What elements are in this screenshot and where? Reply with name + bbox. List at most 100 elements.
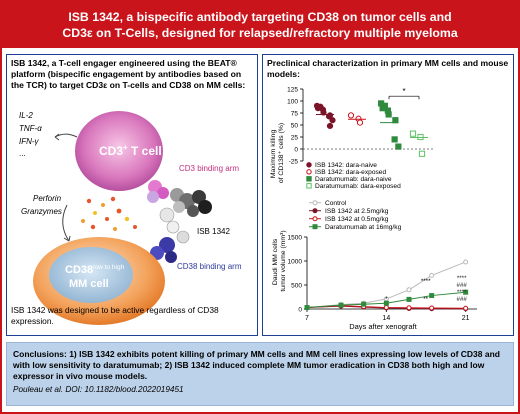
- arrowhead-icon: [63, 235, 71, 242]
- perforin-arrow-icon: [62, 204, 70, 242]
- conclusions-box: Conclusions: 1) ISB 1342 exhibits potent…: [6, 342, 514, 406]
- line-legend-marker: [312, 208, 318, 214]
- scatter-legend-label: ISB 1342: dara-naive: [315, 162, 377, 169]
- preclinical-title-line-1: Preclinical characterization in primary …: [267, 58, 509, 68]
- line-y-tick-label: 1000: [288, 258, 303, 265]
- scatter-legend-marker: [306, 183, 312, 189]
- scatter-legend-label: ISB 1342: dara-exposed: [315, 169, 386, 176]
- cytokine-label: IL-2: [19, 111, 33, 120]
- scatter-point: [391, 136, 398, 143]
- mm-nucleus-icon: [49, 247, 133, 303]
- scatter-point: [329, 117, 336, 124]
- line-point: [406, 296, 412, 302]
- conclusions-line-2: with low sensitivity to daratumumab; 2) …: [13, 360, 485, 370]
- line-ylabel: Daudi MM cells tumor volume (mm³): [272, 230, 287, 291]
- scatter-ylabel: Maximum killing of CD138⁺ cells (%): [270, 123, 285, 183]
- line-point: [429, 293, 435, 299]
- scatter-legend-marker: [306, 169, 312, 175]
- significance-annotation: **: [423, 296, 428, 303]
- scatter-point: [409, 130, 417, 137]
- mechanism-title-line-3: the TCR) to target CD3ε on T-cells and C…: [11, 80, 246, 90]
- scatter-legend-marker: [306, 162, 312, 168]
- line-point: [463, 259, 469, 265]
- preclinical-panel: Preclinical characterization in primary …: [262, 54, 514, 336]
- granzymes-label: Granzymes: [21, 207, 62, 216]
- line-point: [304, 305, 310, 311]
- isb1342-label: ISB 1342: [197, 227, 230, 236]
- line-point: [361, 301, 367, 307]
- line-legend-label: ISB 1342 at 0.5mg/kg: [325, 216, 389, 223]
- mm-cell-label: MM cell: [69, 278, 109, 290]
- line-legend-marker: [312, 200, 318, 206]
- scatter-y-tick-label: 125: [287, 86, 298, 93]
- scatter-y-tick-label: 25: [291, 134, 299, 141]
- scatter-point: [320, 109, 327, 116]
- title-banner: ISB 1342, a bispecific antibody targetin…: [2, 2, 518, 48]
- line-point: [383, 300, 389, 306]
- mechanism-illustration: IL-2 TNF-α IFN-γ ... CD3+ T cell CD3 bin…: [11, 111, 242, 326]
- scatter-point: [418, 150, 426, 157]
- line-point: [429, 305, 435, 311]
- scatter-y-tick-label: 50: [291, 122, 299, 129]
- line-x-tick-label: 7: [305, 315, 309, 322]
- line-legend-marker: [312, 216, 318, 222]
- scatter-legend-marker: [306, 176, 312, 182]
- line-legend-label: ISB 1342 at 2.5mg/kg: [325, 208, 389, 215]
- line-legend-marker: [312, 224, 318, 230]
- significance-annotation: ###: [457, 282, 468, 289]
- line-point: [463, 289, 469, 295]
- line-point: [383, 305, 389, 311]
- conclusions-line-3: expressor in vivo mouse models.: [13, 371, 148, 381]
- preclinical-title: Preclinical characterization in primary …: [267, 58, 508, 80]
- isb1342-antibody-icon: [147, 180, 212, 263]
- line-x-tick-label: 14: [382, 315, 390, 322]
- scatter-point: [325, 113, 333, 120]
- line-y-tick-label: 1500: [288, 234, 303, 241]
- preclinical-title-line-2: models:: [267, 69, 300, 79]
- scatter-legend-label: Daratumumab: dara-naive: [315, 176, 392, 183]
- significance-annotation: ****: [421, 278, 431, 285]
- mechanism-footer-line-1: ISB 1342 was designed to be active regar…: [11, 305, 219, 315]
- mechanism-panel: ISB 1342, a T-cell engager engineered us…: [6, 54, 258, 336]
- conclusions-line-1: Conclusions: 1) ISB 1342 exhibits potent…: [13, 349, 500, 359]
- significance-annotation: ****: [457, 275, 467, 282]
- cd38-binding-arm-label: CD38 binding arm: [177, 262, 242, 271]
- scatter-y-tick-label: 0: [294, 146, 298, 153]
- line-point: [406, 287, 412, 293]
- scatter-y-tick-label: 100: [287, 98, 298, 105]
- line-point: [463, 305, 469, 311]
- scatter-point: [356, 119, 364, 126]
- citation-text: Pouleau et al. DOI: 10.1182/blood.202201…: [13, 385, 184, 394]
- t-cell-label: CD3+ T cell: [99, 143, 162, 158]
- line-legend-label: Control: [325, 200, 347, 207]
- killing-scatter-chart: Maximum killing of CD138⁺ cells (%) 125 1…: [270, 86, 435, 190]
- line-y-tick-label: 500: [291, 282, 302, 289]
- line-point: [406, 305, 412, 311]
- significance-annotation: ****: [457, 289, 467, 296]
- perforin-label: Perforin: [33, 194, 62, 203]
- significance-annotation: ###: [457, 296, 468, 303]
- scatter-point: [379, 105, 386, 112]
- mm-cd38-label: CD38low to high: [65, 264, 125, 276]
- line-xlabel: Days after xenograft: [349, 322, 417, 331]
- cd3-binding-arm-label: CD3 binding arm: [179, 164, 239, 173]
- scatter-point: [326, 122, 334, 130]
- tumor-volume-line-chart: Daudi MM cells tumor volume (mm³) Days a…: [272, 200, 477, 331]
- mechanism-title-line-2: platform (bispecific engagement by antib…: [11, 69, 242, 79]
- significance-label: *: [402, 87, 405, 96]
- citation: Pouleau et al. DOI: 10.1182/blood.202201…: [13, 385, 184, 394]
- line-point: [429, 272, 435, 278]
- line-y-tick-label: 0: [298, 306, 302, 313]
- scatter-y-tick-label: -25: [289, 158, 299, 165]
- scatter-point: [392, 117, 399, 124]
- scatter-point: [347, 112, 355, 119]
- t-cell-icon: [75, 111, 163, 191]
- banner-line-1: ISB 1342, a bispecific antibody targetin…: [68, 10, 452, 24]
- granule-particles-icon: [81, 196, 137, 231]
- scatter-y-tick-label: 75: [291, 110, 299, 117]
- arrowhead-icon: [54, 133, 60, 141]
- line-point: [338, 302, 344, 308]
- scatter-point: [314, 105, 322, 112]
- scatter-point: [385, 111, 392, 118]
